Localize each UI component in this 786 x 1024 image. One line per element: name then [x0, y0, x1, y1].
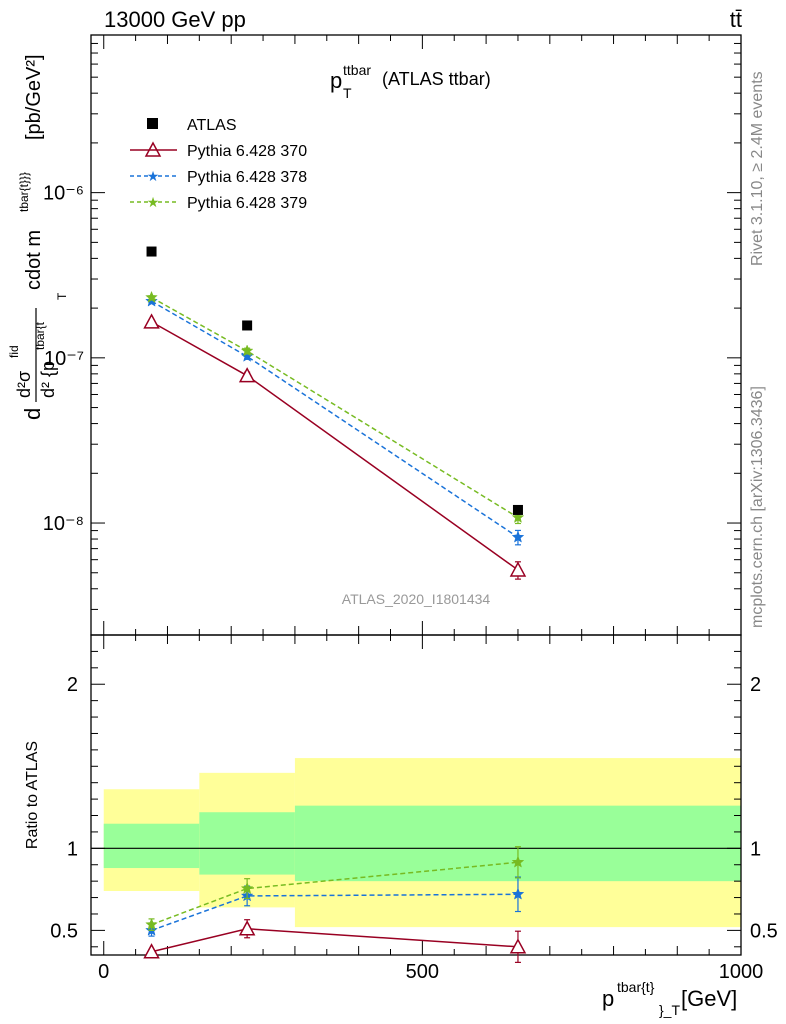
y-label-num: d²σ	[14, 371, 34, 398]
y-tick-label: 10⁻⁷	[44, 348, 84, 370]
marker-370	[143, 313, 160, 329]
marker-370	[509, 938, 527, 954]
series-line-370	[151, 927, 519, 953]
marker-370	[238, 920, 256, 936]
y-tick-label: 10⁻⁶	[43, 183, 84, 205]
y-label-mid: cdot m	[23, 230, 45, 290]
y-label-den-sub: T	[55, 292, 69, 300]
legend-marker-atlas	[147, 118, 158, 129]
marker-379	[511, 855, 525, 868]
y-label-mid-sup: tbar{t}}}	[17, 172, 31, 212]
y-label-unit: [pb/GeV²]	[23, 54, 45, 140]
header-energy-label: 13000 GeV pp	[104, 7, 246, 32]
uncertainty-band-green-0	[103, 823, 200, 869]
plot-title-sup: ttbar	[343, 62, 371, 78]
legend-marker-379: ★	[147, 194, 160, 210]
marker-378	[511, 530, 525, 543]
x-label-sup: tbar{t}	[617, 979, 655, 995]
series-line-379	[151, 296, 519, 519]
y-tick-label: 10⁻⁸	[43, 513, 84, 535]
data-point-atlas	[242, 320, 253, 331]
legend-label-379: Pythia 6.428 379	[187, 195, 307, 212]
plot-title-suffix: (ATLAS ttbar)	[382, 69, 491, 89]
ratio-y-tick-label: 2	[67, 674, 78, 696]
x-axis-label: p tbar{t} }_T [GeV]	[602, 979, 737, 1018]
legend-marker-370	[144, 141, 162, 157]
series-line-378	[151, 300, 519, 538]
ratio-y-tick-label-right: 0.5	[750, 920, 778, 942]
ratio-panel: 0 500 1000 0.5 0.5 1 1 2 2	[50, 634, 778, 983]
x-label-unit: [GeV]	[681, 986, 737, 1011]
marker-370	[509, 561, 527, 577]
ratio-y-tick-label-right: 2	[750, 674, 761, 696]
marker-379	[240, 881, 254, 894]
series-line-370	[151, 321, 519, 571]
legend-label-atlas: ATLAS	[187, 117, 237, 134]
uncertainty-band-green-1	[199, 812, 295, 875]
plot-title: p ttbar T (ATLAS ttbar)	[330, 62, 491, 101]
series-line-378	[151, 893, 518, 932]
x-label-sub: }_T	[659, 1002, 680, 1018]
plot-title-sub: T	[343, 85, 352, 101]
marker-379	[240, 344, 254, 357]
data-point-atlas	[512, 504, 523, 515]
legend: ATLAS Pythia 6.428 370 ★ Pythia 6.428 37…	[130, 117, 307, 212]
ratio-frame	[90, 634, 742, 956]
legend-label-378: Pythia 6.428 378	[187, 169, 307, 186]
ratio-y-tick-label: 1	[67, 838, 78, 860]
y-axis-label-main: d d²σ fid d² {p tbar{t T cdot m tbar{t}}…	[7, 54, 69, 420]
marker-379	[145, 290, 158, 303]
plot-title-main: p	[330, 68, 342, 93]
data-point-atlas	[146, 246, 157, 257]
marker-379	[511, 510, 525, 523]
legend-label-370: Pythia 6.428 370	[187, 143, 307, 160]
x-tick-label: 1000	[719, 961, 764, 983]
ratio-y-tick-label-right: 1	[750, 838, 761, 860]
marker-379	[145, 917, 158, 931]
legend-marker-378: ★	[147, 168, 160, 184]
x-label-main: p	[602, 986, 614, 1011]
ratio-y-tick-label: 0.5	[50, 920, 78, 942]
x-tick-label: 500	[406, 961, 439, 983]
mcplots-label: mcplots.cern.ch [arXiv:1306.3436]	[749, 386, 766, 628]
x-tick-label: 0	[98, 961, 109, 983]
y-label-d: d	[20, 408, 45, 420]
y-label-den-sup: tbar{t	[33, 321, 47, 350]
y-label-num-sup: fid	[7, 345, 21, 358]
y-label-den: d² {p	[38, 361, 58, 398]
rivet-label: Rivet 3.1.10, ≥ 2.4M events	[749, 71, 766, 266]
analysis-watermark: ATLAS_2020_I1801434	[342, 591, 491, 607]
marker-370	[238, 367, 256, 383]
marker-370	[143, 943, 160, 959]
y-axis-label-ratio: Ratio to ATLAS	[24, 741, 41, 849]
marker-378	[511, 887, 525, 900]
series-line-379	[151, 861, 519, 926]
header-process-label: tt̄	[730, 7, 742, 32]
